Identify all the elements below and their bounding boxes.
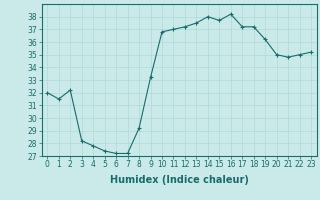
X-axis label: Humidex (Indice chaleur): Humidex (Indice chaleur) xyxy=(110,175,249,185)
